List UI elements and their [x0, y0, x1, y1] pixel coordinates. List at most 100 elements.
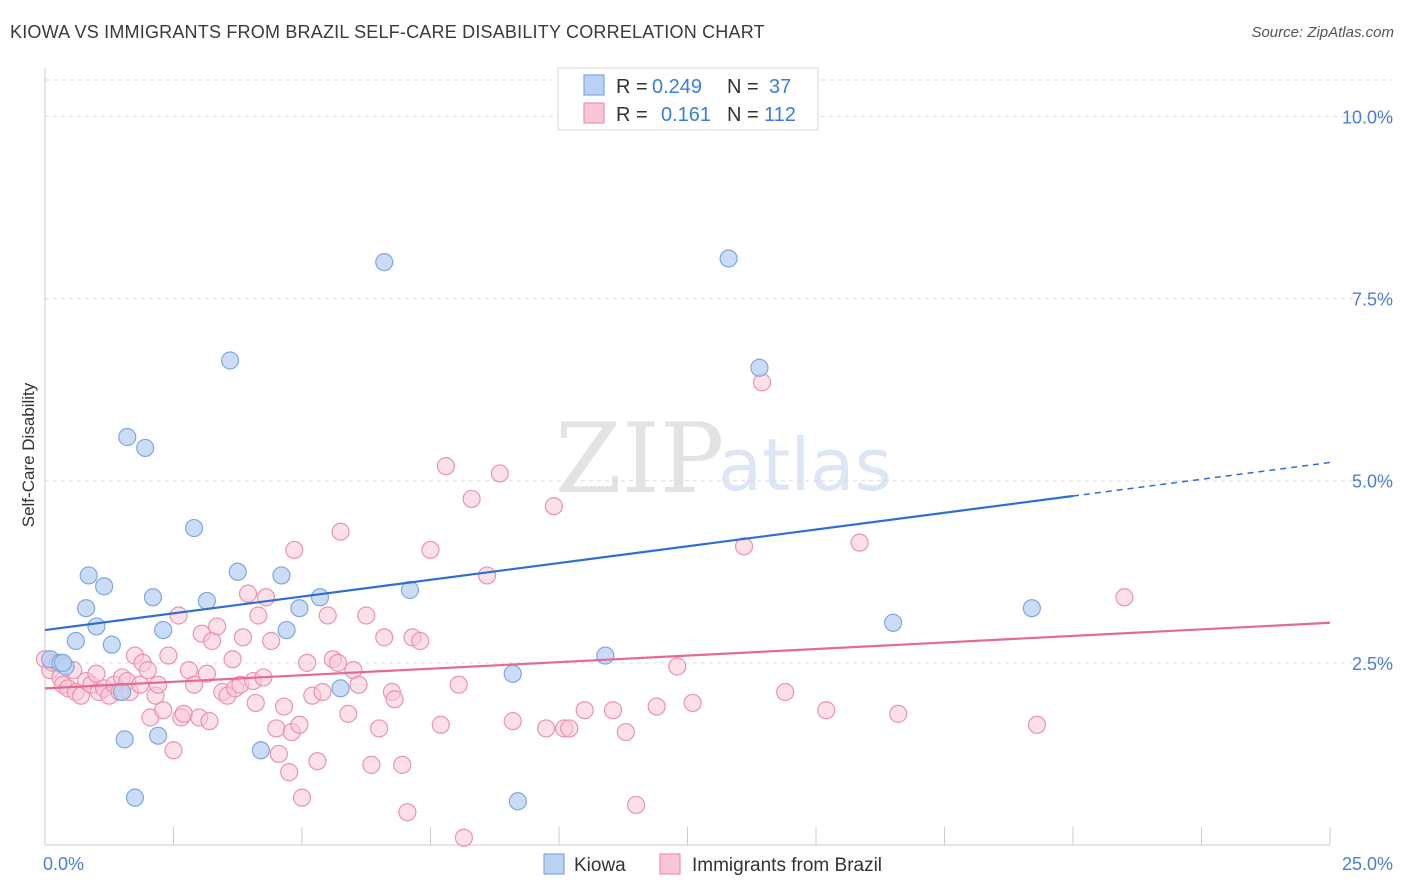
- kiowa-point-20: [228, 562, 247, 581]
- brazil-n-value: 112: [764, 104, 796, 126]
- brazil-point-109: [1027, 715, 1047, 734]
- kiowa-points: [41, 249, 1041, 811]
- x-tick-label-max: 25.0%: [1342, 854, 1393, 874]
- kiowa-point-26: [331, 679, 350, 698]
- brazil-point-48: [238, 584, 258, 603]
- kiowa-point-17: [184, 518, 204, 538]
- brazil-point-105: [776, 682, 795, 702]
- brazil-point-86: [436, 457, 456, 476]
- brazil-point-55: [267, 719, 286, 738]
- brazil-point-29: [159, 646, 178, 665]
- brazil-point-63: [298, 653, 317, 672]
- kiowa-point-18: [197, 591, 217, 611]
- chart-title: KIOWA VS IMMIGRANTS FROM BRAZIL SELF-CAR…: [10, 22, 765, 42]
- kiowa-trend-extension: [1072, 461, 1331, 497]
- brazil-point-62: [292, 788, 312, 807]
- series-legend: Kiowa Immigrants from Brazil: [543, 853, 882, 876]
- kiowa-point-3: [66, 631, 85, 651]
- chart-source: Source: ZipAtlas.com: [1251, 24, 1394, 41]
- kiowa-trend-line: [44, 494, 1074, 632]
- brazil-point-103: [734, 537, 754, 556]
- kiowa-point-10: [115, 730, 134, 749]
- brazil-point-71: [339, 704, 358, 723]
- kiowa-point-8: [102, 635, 121, 654]
- brazil-bottom-label: Immigrants from Brazil: [692, 855, 882, 876]
- brazil-point-84: [421, 540, 440, 560]
- axes: [44, 68, 1331, 846]
- brazil-point-38: [197, 664, 217, 683]
- brazil-point-99: [626, 795, 646, 815]
- kiowa-point-4: [77, 599, 96, 618]
- brazil-point-12: [87, 664, 106, 683]
- kiowa-point-9: [112, 682, 132, 702]
- kiowa-point-24: [290, 599, 309, 618]
- watermark-atlas: atlas: [718, 423, 892, 507]
- brazil-point-100: [647, 697, 666, 716]
- watermark-zip: ZIP: [555, 403, 724, 515]
- brazil-point-87: [449, 675, 468, 694]
- brazil-point-47: [233, 628, 252, 647]
- kiowa-point-31: [596, 646, 615, 665]
- brazil-point-56: [269, 744, 288, 764]
- brazil-trend-line: [44, 621, 1331, 690]
- gridlines: [45, 79, 1392, 664]
- kiowa-point-22: [272, 566, 291, 585]
- brazil-bottom-swatch: [659, 853, 681, 875]
- brazil-point-74: [357, 606, 376, 625]
- brazil-point-110: [1115, 588, 1134, 607]
- brazil-point-77: [375, 628, 394, 647]
- kiowa-point-11: [118, 427, 137, 447]
- kiowa-bottom-label: Kiowa: [574, 855, 626, 876]
- kiowa-point-16: [154, 620, 173, 640]
- brazil-legend-swatch: [583, 102, 605, 124]
- y-tick-label-0: 2.5%: [1352, 654, 1393, 674]
- kiowa-point-25: [310, 588, 330, 607]
- brazil-point-60: [285, 540, 304, 560]
- brazil-point-76: [370, 719, 389, 738]
- brazil-point-107: [850, 533, 869, 552]
- y-tick-label-1: 5.0%: [1352, 472, 1393, 492]
- kiowa-r-label: R =: [616, 76, 648, 98]
- brazil-point-50: [246, 693, 265, 713]
- brazil-point-80: [393, 755, 412, 774]
- brazil-r-label: R =: [616, 104, 648, 126]
- brazil-point-102: [683, 693, 702, 713]
- brazil-point-88: [454, 828, 474, 847]
- axis-labels: 2.5% 5.0% 7.5% 10.0% 0.0% 25.0%: [43, 107, 1393, 874]
- kiowa-point-23: [277, 620, 296, 640]
- brazil-r-value: 0.161: [661, 104, 711, 126]
- brazil-point-44: [223, 650, 242, 669]
- brazil-point-90: [477, 566, 497, 585]
- kiowa-point-5: [79, 566, 98, 585]
- brazil-n-label: N =: [727, 104, 759, 126]
- brazil-point-66: [313, 682, 332, 702]
- brazil-point-106: [817, 701, 836, 720]
- kiowa-point-33: [750, 358, 769, 377]
- y-axis-title: Self-Care Disability: [19, 382, 38, 527]
- trend-lines: [44, 461, 1331, 690]
- brazil-point-85: [431, 715, 450, 734]
- kiowa-n-label: N =: [727, 76, 759, 98]
- brazil-point-98: [616, 722, 635, 742]
- brazil-point-51: [249, 606, 268, 625]
- brazil-point-70: [331, 522, 350, 541]
- y-tick-label-3: 10.0%: [1342, 107, 1393, 127]
- kiowa-point-7: [95, 577, 114, 596]
- brazil-point-91: [490, 464, 509, 483]
- brazil-point-53: [256, 588, 276, 607]
- brazil-point-111: [560, 719, 579, 738]
- kiowa-point-12: [125, 788, 145, 807]
- brazil-point-33: [174, 704, 193, 723]
- kiowa-point-15: [148, 726, 168, 745]
- brazil-point-31: [169, 606, 188, 625]
- brazil-point-65: [308, 752, 327, 771]
- brazil-point-89: [462, 489, 481, 509]
- brazil-point-79: [385, 690, 404, 709]
- brazil-point-75: [362, 755, 381, 774]
- brazil-point-96: [575, 701, 594, 720]
- brazil-point-41: [208, 617, 227, 636]
- brazil-point-30: [164, 741, 183, 760]
- brazil-point-81: [398, 803, 417, 822]
- kiowa-point-14: [143, 588, 163, 607]
